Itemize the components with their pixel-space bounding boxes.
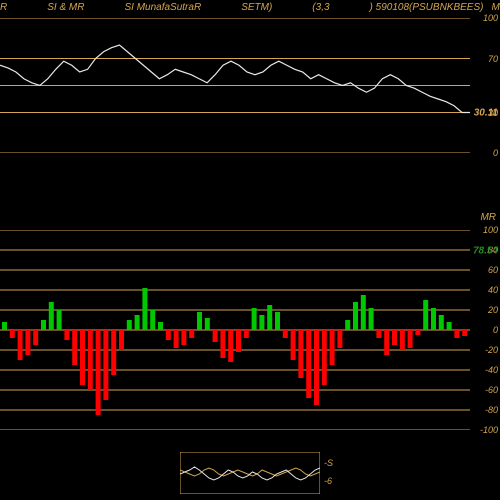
mini-panel [180,452,320,494]
hdr-r: R [0,2,7,16]
mini-tick-6: -6 [324,476,332,486]
hdr-code: ) 590108 [370,2,409,16]
mr-label: MR [480,212,496,223]
chart-header: R SI & MR SI MunafaSutraR SETM) (3,3 ) 5… [0,2,500,16]
hdr-param: (3,3 [312,2,329,16]
rsi-panel [0,18,470,153]
mr-panel [0,230,470,430]
hdr-title: SI MunafaSutraR [124,2,201,16]
hdr-setm: SETM) [241,2,272,16]
mini-tick-s: -S [324,458,333,468]
hdr-symbol: (PSUBNKBEES) [409,2,483,16]
hdr-simr: SI & MR [47,2,84,16]
